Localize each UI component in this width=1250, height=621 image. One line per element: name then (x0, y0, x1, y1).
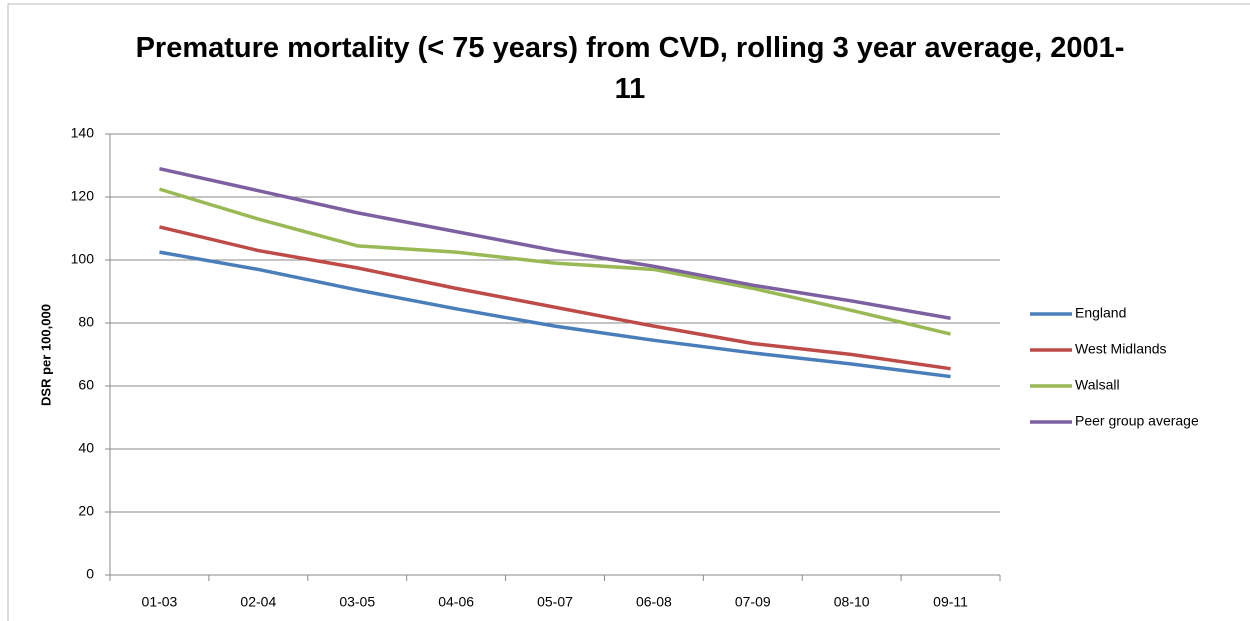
y-tick-label: 0 (86, 566, 94, 582)
legend-label: West Midlands (1075, 341, 1167, 357)
chart-title: Premature mortality (< 75 years) from CV… (135, 32, 1125, 105)
y-tick-label: 100 (71, 251, 95, 267)
y-tick-label: 60 (78, 377, 94, 393)
series-line (159, 225, 951, 371)
x-tick-label: 09-11 (933, 594, 968, 610)
legend-label: Peer group average (1075, 413, 1199, 429)
series-line (159, 166, 951, 320)
x-tick-label: 01-03 (142, 594, 178, 610)
legend-label: Walsall (1075, 377, 1120, 393)
y-axis-label: DSR per 100,000 (38, 304, 53, 406)
y-tick-label: 40 (78, 440, 94, 456)
series-line (159, 250, 951, 379)
x-tick-label: 05-07 (537, 594, 573, 610)
y-tick-label: 140 (71, 125, 95, 141)
legend-label: England (1075, 305, 1126, 321)
y-tick-label: 20 (78, 503, 94, 519)
x-tick-label: 03-05 (339, 594, 375, 610)
x-tick-label: 06-08 (636, 594, 672, 610)
x-tick-label: 07-09 (735, 594, 771, 610)
y-tick-label: 120 (71, 188, 95, 204)
y-tick-label: 80 (78, 314, 94, 330)
x-tick-label: 08-10 (834, 594, 870, 610)
series-line (158, 187, 951, 336)
x-tick-label: 04-06 (438, 594, 474, 610)
x-tick-label: 02-04 (240, 594, 276, 610)
chart-frame (7, 3, 1250, 621)
